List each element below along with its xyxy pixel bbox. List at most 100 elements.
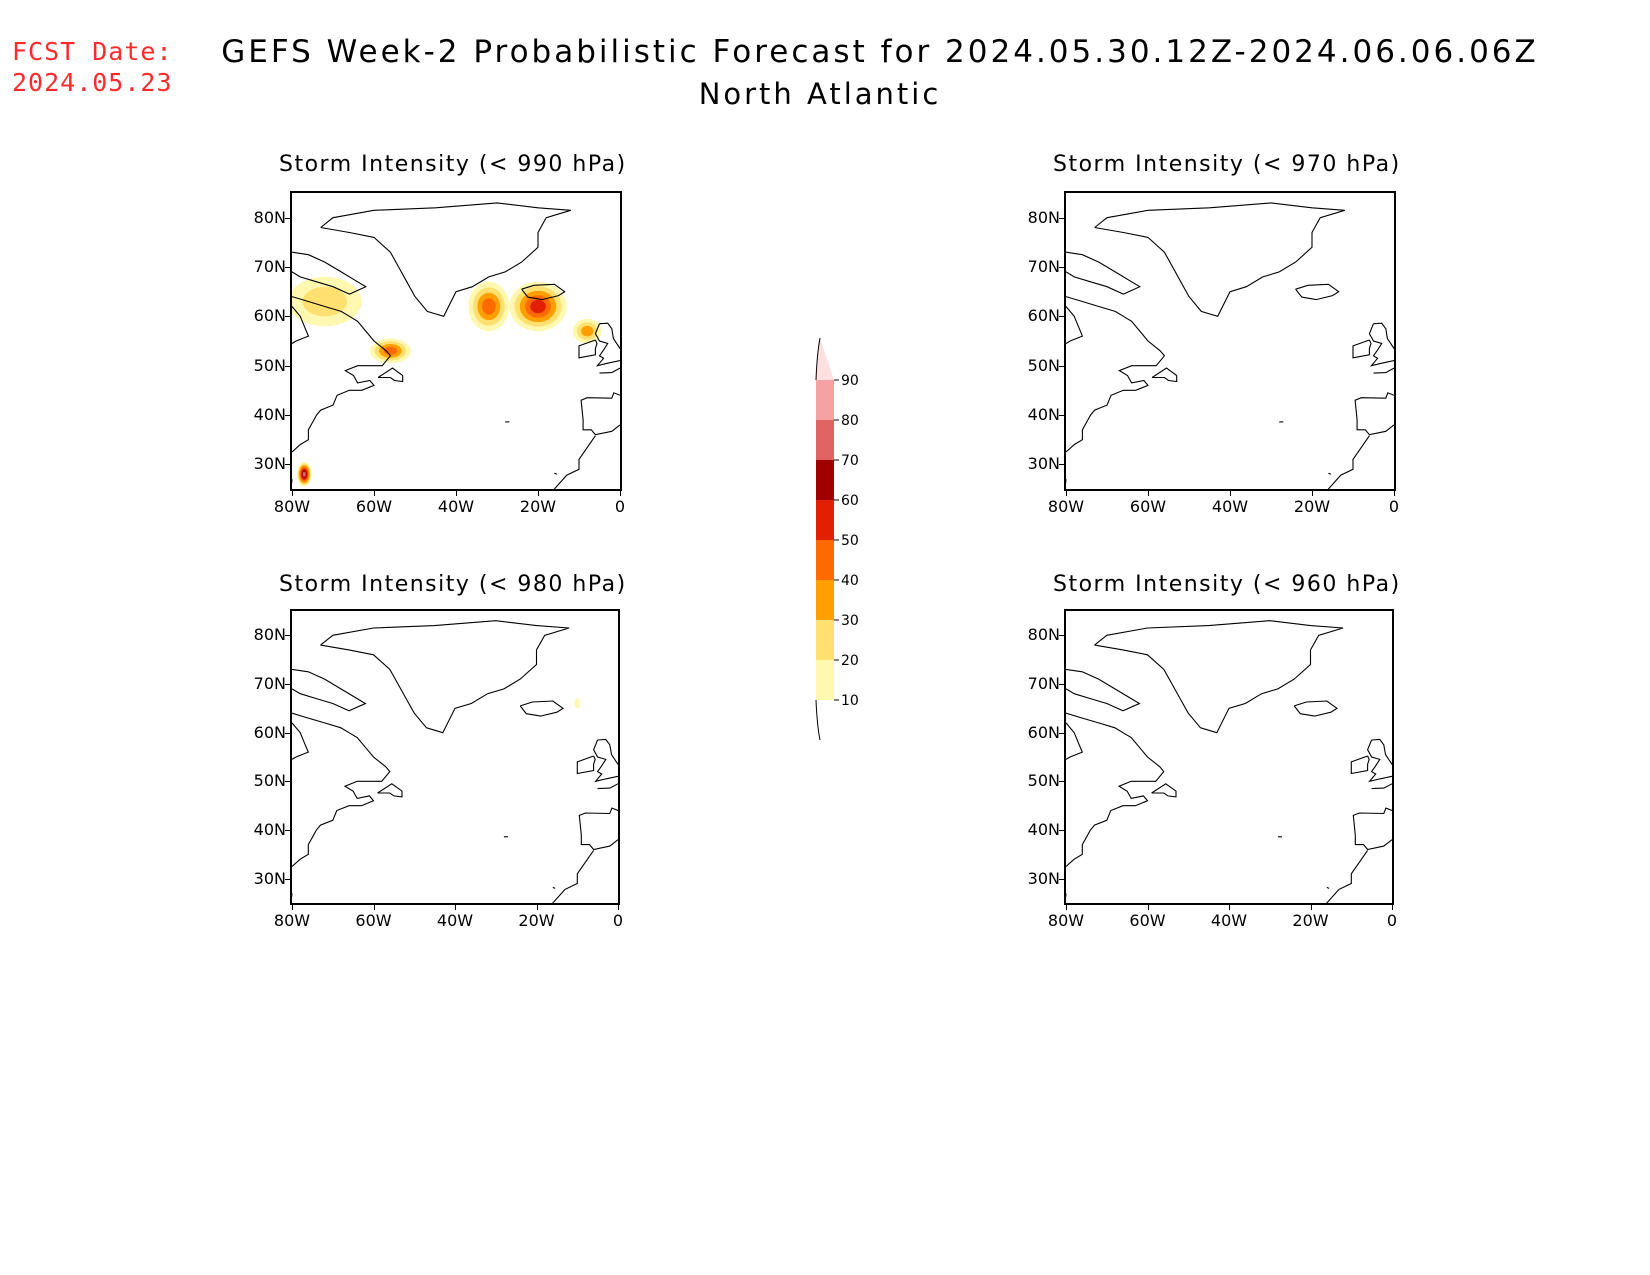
lon-tick-label: 60W <box>1129 911 1166 930</box>
colorbar-segment <box>816 620 834 660</box>
lon-tick-mark <box>1310 905 1312 910</box>
lat-tick-mark <box>285 365 290 367</box>
map-svg <box>292 620 618 903</box>
coastline <box>597 783 618 790</box>
lat-tick-mark <box>285 217 290 219</box>
probability-contour <box>302 286 347 317</box>
coastline <box>1373 367 1394 374</box>
lat-tick-mark <box>285 316 290 318</box>
coastline <box>552 886 556 889</box>
lat-tick-label: 30N <box>253 868 286 888</box>
lat-tick-mark <box>1059 464 1064 466</box>
panel-title-960: Storm Intensity (< 960 hPa) <box>1053 572 1401 597</box>
forecast-date-label: FCST Date: <box>12 37 173 66</box>
probability-contour <box>574 698 581 709</box>
lat-tick-mark <box>1059 267 1064 268</box>
coastline <box>578 807 618 851</box>
lon-tick-mark <box>536 905 538 910</box>
probability-contour <box>581 325 594 337</box>
lon-tick-mark <box>1230 491 1231 496</box>
lon-tick-mark <box>1394 491 1395 496</box>
lon-tick-label: 40W <box>436 911 474 930</box>
lat-tick-label: 50N <box>1027 355 1060 375</box>
lon-tick-label: 0 <box>1386 911 1398 930</box>
lon-tick-mark <box>456 491 457 496</box>
forecast-date: FCST Date: 2024.05.23 <box>12 36 173 98</box>
colorbar-label: 30 <box>841 613 859 629</box>
colorbar-segment <box>816 540 834 580</box>
lat-tick-label: 40N <box>1027 405 1060 424</box>
colorbar-label: 10 <box>841 693 859 709</box>
probability-contour <box>383 346 398 355</box>
lon-tick-mark <box>620 491 621 496</box>
lat-tick-mark <box>285 684 290 685</box>
lat-tick-mark <box>285 635 290 637</box>
lon-tick-mark <box>292 491 293 496</box>
lon-tick-label: 20W <box>518 911 555 930</box>
colorbar-bottom-curve <box>815 699 821 741</box>
lat-tick-label: 60N <box>253 306 286 326</box>
coastline <box>1352 339 1372 359</box>
probability-layer <box>292 276 602 487</box>
lat-tick-mark <box>1059 732 1064 734</box>
coastline <box>292 722 310 760</box>
lon-tick-label: 80W <box>1047 911 1085 930</box>
lat-tick-label: 50N <box>1027 771 1060 791</box>
map-panel-970 <box>1064 191 1396 491</box>
coastline <box>292 712 391 867</box>
lat-tick-mark <box>285 781 290 783</box>
coastline <box>1066 668 1141 712</box>
lat-tick-label: 30N <box>253 454 286 474</box>
colorbar-label: 70 <box>841 453 859 469</box>
lat-tick-mark <box>1059 684 1064 685</box>
coastline <box>576 755 596 775</box>
coastline <box>1293 700 1338 717</box>
panel-title-970: Storm Intensity (< 970 hPa) <box>1053 152 1401 177</box>
probability-contour <box>530 299 546 314</box>
lat-tick-label: 80N <box>1027 207 1060 227</box>
coastlines <box>292 620 618 903</box>
lon-tick-label: 40W <box>1211 497 1249 516</box>
map-panel-960 <box>1064 609 1394 905</box>
colorbar-segment <box>816 660 834 700</box>
page-title: GEFS Week-2 Probabilistic Forecast for 2… <box>221 34 1539 70</box>
lat-tick-mark <box>285 830 290 831</box>
lat-tick-label: 60N <box>1027 722 1060 742</box>
lat-tick-label: 40N <box>253 405 286 424</box>
lon-tick-mark <box>1392 905 1393 910</box>
lon-tick-label: 80W <box>273 497 311 516</box>
map-svg <box>1066 202 1394 489</box>
coastline <box>519 700 564 717</box>
lat-tick-label: 50N <box>253 771 286 791</box>
lon-tick-mark <box>538 491 539 496</box>
lat-tick-mark <box>1059 878 1064 880</box>
lon-tick-label: 80W <box>273 911 311 930</box>
lat-tick-mark <box>1059 830 1064 831</box>
map-svg <box>1066 620 1392 903</box>
colorbar-segment <box>816 580 834 620</box>
coastline <box>1066 722 1084 760</box>
coastline <box>1350 755 1370 775</box>
lat-tick-label: 30N <box>1027 454 1060 474</box>
lon-tick-mark <box>1229 905 1230 910</box>
colorbar-label: 90 <box>841 373 859 389</box>
coastline <box>320 620 570 734</box>
lat-tick-label: 80N <box>253 625 286 645</box>
lat-tick-mark <box>285 267 290 268</box>
lat-tick-mark <box>285 732 290 734</box>
coastline <box>599 367 620 374</box>
colorbar-label: 60 <box>841 493 859 509</box>
lon-tick-label: 20W <box>1292 911 1329 930</box>
coastline <box>1066 712 1165 867</box>
coastline <box>1066 296 1166 453</box>
colorbar-label: 20 <box>841 653 859 669</box>
coastline <box>1326 886 1330 889</box>
colorbar-graphic: 90 80 70 60 50 40 30 20 10 <box>815 337 859 741</box>
probability-contour <box>302 471 306 477</box>
lon-tick-mark <box>292 905 293 910</box>
coastline <box>1371 783 1392 790</box>
coastline <box>1368 322 1394 367</box>
lat-tick-mark <box>1059 635 1064 637</box>
coastlines <box>292 202 620 489</box>
map-panel-980 <box>290 609 620 905</box>
